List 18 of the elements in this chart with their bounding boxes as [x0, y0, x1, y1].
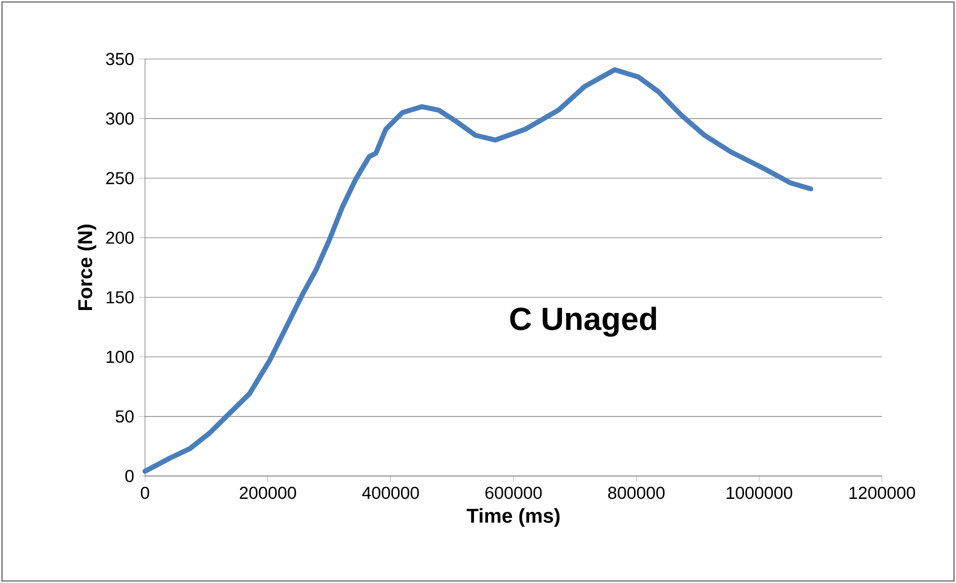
y-tick-label: 150 [106, 291, 134, 304]
x-tick-label: 1000000 [726, 486, 792, 499]
y-tick-label: 200 [106, 232, 134, 244]
x-axis-title: Time (ms) [466, 508, 560, 527]
annotation: C Unaged [510, 306, 656, 337]
x-tick-label: 800000 [608, 486, 665, 499]
x-tick-label: 400000 [362, 486, 419, 499]
y-tick-label: 250 [106, 172, 134, 184]
y-tick-label: 0 [125, 470, 134, 482]
x-tick-label: 600000 [485, 486, 542, 499]
y-tick-label: 100 [106, 350, 134, 363]
y-tick-label: 300 [106, 112, 134, 125]
x-tick-label: 200000 [240, 486, 296, 499]
x-tick-label: 1200000 [850, 486, 916, 499]
y-tick-label: 350 [106, 52, 134, 66]
y-tick-label: 50 [116, 410, 134, 423]
y-axis-title: Force (N) [78, 224, 96, 310]
x-tick-label: 0 [140, 486, 150, 499]
